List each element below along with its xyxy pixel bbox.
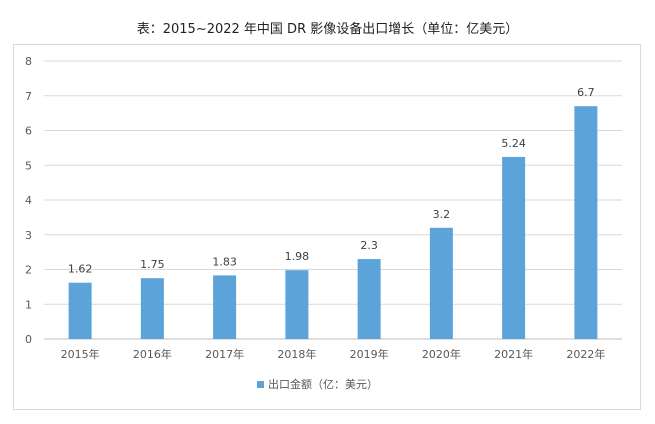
x-tick-label: 2018年 [277,347,316,361]
chart-title: 表：2015~2022 年中国 DR 影像设备出口增长（单位：亿美元） [136,22,519,37]
y-tick-label: 7 [25,90,32,103]
data-label: 1.83 [212,255,237,268]
x-tick-label: 2017年 [205,347,244,361]
data-label: 6.7 [577,86,595,99]
x-tick-label: 2021年 [494,347,533,361]
y-tick-label: 3 [25,229,32,242]
y-tick-label: 2 [25,264,32,277]
data-label: 5.24 [501,137,526,150]
x-tick-label: 2020年 [422,347,461,361]
y-tick-label: 5 [25,159,32,172]
bar [574,106,598,339]
bar [429,227,453,339]
y-tick-label: 6 [25,125,32,138]
bar [213,275,237,339]
legend-label: 出口金额（亿：美元） [268,377,378,391]
legend-swatch [257,381,264,388]
x-tick-label: 2016年 [133,347,172,361]
y-tick-label: 0 [25,333,32,346]
data-label: 1.75 [140,258,165,271]
x-tick-label: 2015年 [61,347,100,361]
bar [140,278,164,339]
bar [285,270,309,339]
data-label: 3.2 [433,208,451,221]
x-tick-label: 2019年 [350,347,389,361]
x-tick-label: 2022年 [566,347,605,361]
y-tick-label: 1 [25,298,32,311]
data-label: 2.3 [360,239,378,252]
y-tick-label: 8 [25,55,32,68]
data-label: 1.62 [68,263,93,276]
bar [357,259,381,339]
bar [68,282,92,339]
bar [502,156,526,339]
data-label: 1.98 [285,250,310,263]
chart-frame [13,44,641,410]
y-tick-label: 4 [25,194,32,207]
